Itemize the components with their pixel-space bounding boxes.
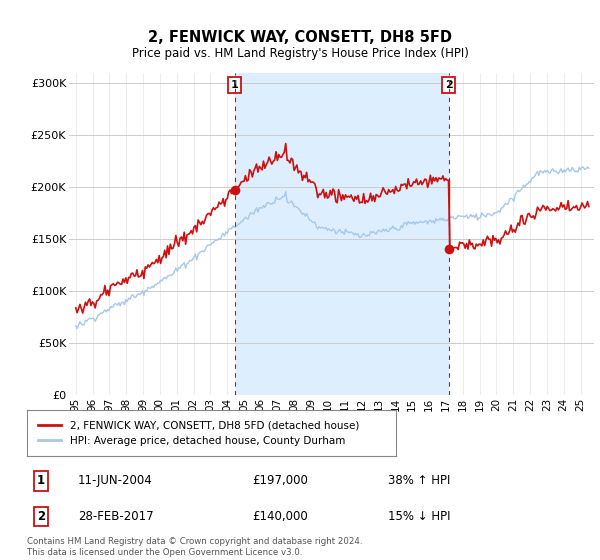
Bar: [235, 73, 449, 395]
Text: 2: 2: [445, 80, 452, 90]
Text: 2: 2: [37, 510, 45, 523]
Text: Contains HM Land Registry data © Crown copyright and database right 2024.
This d: Contains HM Land Registry data © Crown c…: [27, 537, 362, 557]
Text: 1: 1: [231, 80, 238, 90]
Text: 2, FENWICK WAY, CONSETT, DH8 5FD: 2, FENWICK WAY, CONSETT, DH8 5FD: [148, 30, 452, 45]
Legend: 2, FENWICK WAY, CONSETT, DH8 5FD (detached house), HPI: Average price, detached : 2, FENWICK WAY, CONSETT, DH8 5FD (detach…: [32, 414, 365, 452]
Text: £140,000: £140,000: [253, 510, 308, 523]
Text: 11-JUN-2004: 11-JUN-2004: [78, 474, 152, 487]
Text: 1: 1: [37, 474, 45, 487]
Text: £197,000: £197,000: [253, 474, 308, 487]
Text: 28-FEB-2017: 28-FEB-2017: [78, 510, 154, 523]
Text: 15% ↓ HPI: 15% ↓ HPI: [388, 510, 451, 523]
Text: 38% ↑ HPI: 38% ↑ HPI: [388, 474, 451, 487]
Text: Price paid vs. HM Land Registry's House Price Index (HPI): Price paid vs. HM Land Registry's House …: [131, 46, 469, 60]
